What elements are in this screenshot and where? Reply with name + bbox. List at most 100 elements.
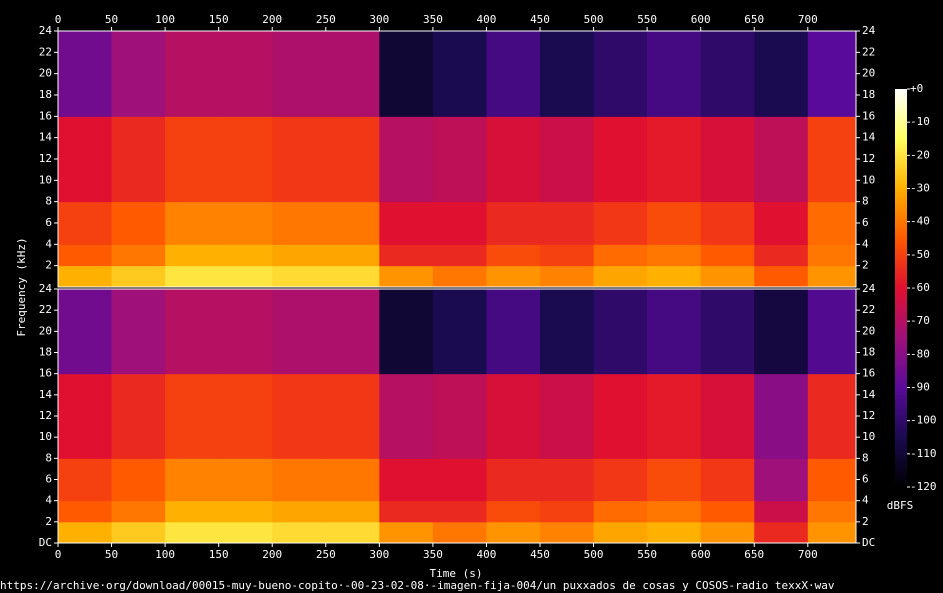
heatmap-cell — [218, 458, 273, 502]
y-tick-label: 8 — [45, 195, 52, 208]
heatmap-cell — [58, 244, 113, 267]
heatmap-cell — [111, 116, 166, 203]
heatmap-cell — [593, 201, 648, 245]
y-tick-label: 24 — [862, 24, 876, 37]
y-tick-label: 6 — [862, 216, 869, 229]
x-tick-label: 300 — [369, 13, 389, 26]
x-tick-label: 650 — [744, 548, 764, 561]
heatmap-cell — [486, 458, 541, 502]
y-tick-label: DC — [862, 536, 875, 549]
colorbar-tick-label: -10 — [910, 115, 930, 128]
heatmap-cell — [325, 116, 380, 203]
heatmap-cell — [647, 289, 702, 375]
heatmap-cell — [593, 289, 648, 375]
y-tick-label: 18 — [862, 88, 875, 101]
x-tick-label: 450 — [530, 548, 550, 561]
colorbar-tick-label: -60 — [910, 281, 930, 294]
y-tick-label: 22 — [862, 45, 875, 58]
heatmap-cell — [111, 373, 166, 459]
colorbar-tick-label: +0 — [910, 82, 923, 95]
heatmap-cell — [540, 116, 595, 203]
y-tick-label: 4 — [45, 494, 52, 507]
heatmap-cell — [647, 201, 702, 245]
x-tick-label: 100 — [155, 13, 175, 26]
heatmap-cell — [432, 289, 487, 375]
colorbar-tick-label: -90 — [910, 381, 930, 394]
heatmap-cell — [754, 116, 809, 203]
y-tick-label: 14 — [862, 131, 876, 144]
y-tick-label: 14 — [39, 388, 53, 401]
heatmap-cell — [272, 521, 327, 544]
y-tick-label: 12 — [39, 409, 52, 422]
heatmap-cell — [432, 31, 487, 117]
y-tick-label: 2 — [862, 515, 869, 528]
heatmap-cell — [754, 265, 809, 288]
heatmap-cell — [272, 201, 327, 245]
heatmap-cell — [111, 201, 166, 245]
heatmap-cell — [593, 373, 648, 459]
x-tick-label: 700 — [798, 13, 818, 26]
heatmap-cell — [325, 265, 380, 288]
heatmap-cell — [218, 265, 273, 288]
y-tick-label: 22 — [39, 303, 52, 316]
heatmap-cell — [325, 500, 380, 523]
heatmap-cell — [807, 458, 857, 502]
heatmap-cell — [432, 500, 487, 523]
x-tick-label: 550 — [637, 13, 657, 26]
heatmap-cell — [432, 265, 487, 288]
heatmap-cell — [647, 265, 702, 288]
heatmap-cell — [58, 116, 113, 203]
colorbar-tick-label: -50 — [910, 248, 930, 261]
y-tick-label: 18 — [39, 346, 52, 359]
y-tick-label: 10 — [862, 430, 875, 443]
y-tick-label: 10 — [39, 173, 52, 186]
heatmap-cell — [218, 373, 273, 459]
heatmap-cell — [486, 500, 541, 523]
heatmap-cell — [165, 521, 220, 544]
colorbar-tick-label: -100 — [910, 414, 937, 427]
y-tick-label: 12 — [862, 409, 875, 422]
heatmap-cell — [165, 201, 220, 245]
heatmap-cell — [486, 289, 541, 375]
heatmap-cell — [807, 289, 857, 375]
heatmap-cell — [700, 373, 755, 459]
heatmap-cell — [165, 500, 220, 523]
heatmap-cell — [58, 458, 113, 502]
heatmap-cell — [754, 289, 809, 375]
heatmap-cell — [58, 289, 113, 375]
heatmap-cell — [111, 458, 166, 502]
heatmap-cell — [58, 373, 113, 459]
heatmap-cell — [379, 521, 434, 544]
y-tick-label: 24 — [862, 282, 876, 295]
heatmap-cell — [807, 244, 857, 267]
heatmap-cell — [379, 500, 434, 523]
y-tick-label: 14 — [39, 131, 53, 144]
x-tick-label: 500 — [584, 13, 604, 26]
y-tick-label: 8 — [45, 451, 52, 464]
x-tick-label: 200 — [262, 548, 282, 561]
heatmap-cell — [218, 31, 273, 117]
x-tick-label: 500 — [584, 548, 604, 561]
heatmap-cell — [432, 244, 487, 267]
heatmap-cell — [807, 201, 857, 245]
y-tick-label: 16 — [862, 367, 875, 380]
heatmap-cell — [647, 373, 702, 459]
heatmap-cell — [754, 244, 809, 267]
colorbar — [895, 89, 907, 487]
heatmap-cell — [486, 244, 541, 267]
heatmap-cell — [272, 31, 327, 117]
heatmap-cell — [486, 373, 541, 459]
x-tick-label: 650 — [744, 13, 764, 26]
heatmap-cell — [540, 201, 595, 245]
heatmap-cell — [325, 244, 380, 267]
heatmap-cell — [379, 289, 434, 375]
heatmap-cell — [647, 521, 702, 544]
y-tick-label: 16 — [39, 367, 52, 380]
x-tick-label: 550 — [637, 548, 657, 561]
heatmap-cell — [272, 116, 327, 203]
y-tick-label: 14 — [862, 388, 876, 401]
y-tick-label: 2 — [45, 515, 52, 528]
heatmap-cell — [593, 458, 648, 502]
heatmap-cell — [111, 289, 166, 375]
heatmap-cell — [647, 116, 702, 203]
